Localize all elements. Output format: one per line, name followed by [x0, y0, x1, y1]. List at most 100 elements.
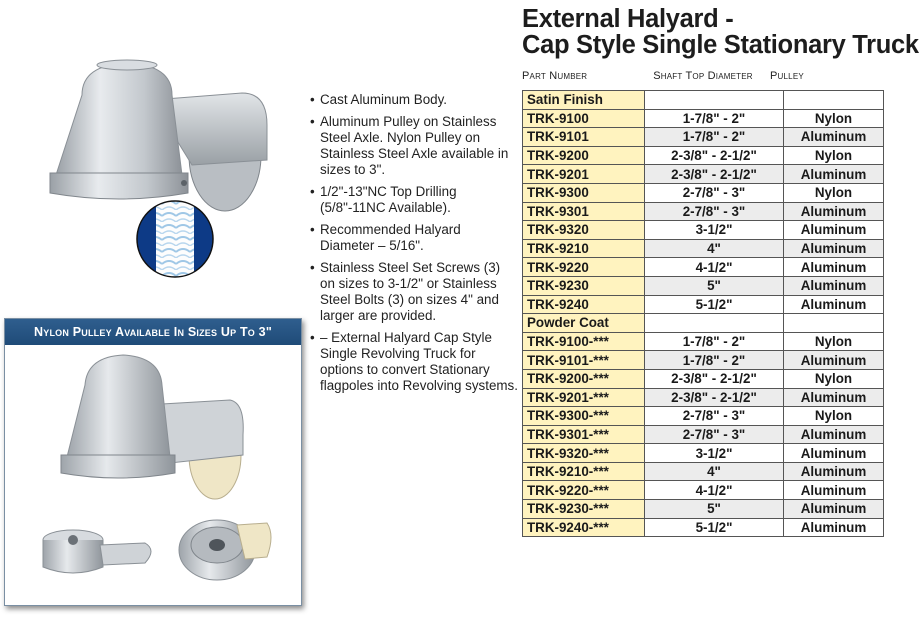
part-number-cell: TRK-9230-***	[522, 499, 645, 519]
shaft-diameter-cell: 2-3/8" - 2-1/2"	[644, 164, 784, 184]
part-number-cell: TRK-9200	[522, 145, 645, 166]
column-headers: Part Number Shaft Top Diameter Pulley	[522, 66, 884, 90]
shaft-diameter-cell: 3-1/2"	[644, 443, 784, 463]
part-number-cell: TRK-9320	[522, 220, 645, 240]
pulley-cell: Aluminum	[783, 517, 884, 538]
pulley-cell: Aluminum	[783, 443, 884, 463]
part-number-cell: TRK-9201	[522, 164, 645, 184]
table-row: TRK-9100 1-7/8" - 2" Nylon	[522, 108, 884, 129]
pulley-cell: Aluminum	[783, 461, 884, 482]
pulley-cell: Aluminum	[783, 387, 884, 408]
group-empty-cell	[644, 90, 784, 110]
pulley-cell: Nylon	[783, 145, 884, 166]
feature-item: 1/2"-13"NC Top Drilling (5/8"-11NC Avail…	[310, 184, 518, 216]
shaft-diameter-cell: 1-7/8" - 2"	[644, 127, 784, 147]
shaft-diameter-cell: 2-7/8" - 3"	[644, 424, 784, 445]
shaft-diameter-cell: 2-7/8" - 3"	[644, 182, 784, 203]
pulley-cell: Aluminum	[783, 127, 884, 147]
group-empty-cell	[783, 313, 884, 333]
column-header-part-number: Part Number	[522, 70, 588, 82]
group-name: Satin Finish	[522, 90, 645, 110]
product-title-line-2: Cap Style Single Stationary Truck	[522, 31, 919, 59]
table-row: TRK-9240 5-1/2" Aluminum	[522, 294, 884, 315]
table-row: TRK-9320 3-1/2" Aluminum	[522, 220, 884, 240]
table-row: TRK-9230 5" Aluminum	[522, 275, 884, 296]
pulley-cell: Nylon	[783, 331, 884, 352]
part-number-cell: TRK-9100	[522, 108, 645, 129]
pulley-cell: Aluminum	[783, 257, 884, 277]
table-row: TRK-9240-*** 5-1/2" Aluminum	[522, 517, 884, 538]
shaft-diameter-cell: 3-1/2"	[644, 220, 784, 240]
pulley-cell: Aluminum	[783, 238, 884, 259]
shaft-diameter-cell: 1-7/8" - 2"	[644, 350, 784, 370]
callout-title: Nylon Pulley Available In Sizes Up To 3"	[5, 319, 301, 345]
part-number-cell: TRK-9220-***	[522, 480, 645, 501]
table-row: TRK-9230-*** 5" Aluminum	[522, 499, 884, 519]
table-row: TRK-9200-*** 2-3/8" - 2-1/2" Nylon	[522, 368, 884, 389]
feature-item: Cast Aluminum Body.	[310, 92, 518, 108]
pulley-cell: Aluminum	[783, 294, 884, 315]
shaft-diameter-cell: 4-1/2"	[644, 257, 784, 277]
pulley-cell: Aluminum	[783, 499, 884, 519]
group-empty-cell	[644, 313, 784, 333]
table-row: TRK-9210-*** 4" Aluminum	[522, 461, 884, 482]
feature-item: Stainless Steel Set Screws (3) on sizes …	[310, 260, 518, 324]
group-name: Powder Coat	[522, 313, 645, 333]
part-number-cell: TRK-9210-***	[522, 461, 645, 482]
table-row: TRK-9201-*** 2-3/8" - 2-1/2" Aluminum	[522, 387, 884, 408]
part-number-cell: TRK-9230	[522, 275, 645, 296]
table-row: TRK-9320-*** 3-1/2" Aluminum	[522, 443, 884, 463]
feature-item: – External Halyard Cap Style Single Revo…	[310, 330, 518, 394]
shaft-diameter-cell: 2-7/8" - 3"	[644, 201, 784, 222]
group-row: Powder Coat	[522, 313, 884, 333]
column-header-pulley: Pulley	[770, 70, 804, 82]
table-row: TRK-9210 4" Aluminum	[522, 238, 884, 259]
pulley-cell: Aluminum	[783, 164, 884, 184]
pulley-cell: Nylon	[783, 406, 884, 426]
table-row: TRK-9301-*** 2-7/8" - 3" Aluminum	[522, 424, 884, 445]
part-number-cell: TRK-9300-***	[522, 406, 645, 426]
table-row: TRK-9100-*** 1-7/8" - 2" Nylon	[522, 331, 884, 352]
part-number-cell: TRK-9101	[522, 127, 645, 147]
shaft-diameter-cell: 2-7/8" - 3"	[644, 406, 784, 426]
table-row: TRK-9301 2-7/8" - 3" Aluminum	[522, 201, 884, 222]
table-row: TRK-9200 2-3/8" - 2-1/2" Nylon	[522, 145, 884, 166]
part-number-cell: TRK-9301-***	[522, 424, 645, 445]
shaft-diameter-cell: 5"	[644, 275, 784, 296]
spec-grid: Satin Finish TRK-9100 1-7/8" - 2" Nylon TRK-…	[522, 90, 884, 538]
part-number-cell: TRK-9300	[522, 182, 645, 203]
shaft-diameter-cell: 5"	[644, 499, 784, 519]
shaft-diameter-cell: 2-3/8" - 2-1/2"	[644, 387, 784, 408]
part-number-cell: TRK-9210	[522, 238, 645, 259]
group-row: Satin Finish	[522, 90, 884, 110]
part-number-cell: TRK-9320-***	[522, 443, 645, 463]
shaft-diameter-cell: 2-3/8" - 2-1/2"	[644, 368, 784, 389]
spec-table: Part Number Shaft Top Diameter Pulley Sa…	[522, 66, 884, 538]
pulley-cell: Aluminum	[783, 480, 884, 501]
table-row: TRK-9101-*** 1-7/8" - 2" Aluminum	[522, 350, 884, 370]
table-row: TRK-9220 4-1/2" Aluminum	[522, 257, 884, 277]
feature-item: Recommended Halyard Diameter – 5/16".	[310, 222, 518, 254]
nylon-pulley-product-images	[42, 354, 272, 581]
part-number-cell: TRK-9100-***	[522, 331, 645, 352]
shaft-diameter-cell: 2-3/8" - 2-1/2"	[644, 145, 784, 166]
table-row: TRK-9101 1-7/8" - 2" Aluminum	[522, 127, 884, 147]
shaft-diameter-cell: 5-1/2"	[644, 294, 784, 315]
nylon-pulley-callout: Nylon Pulley Available In Sizes Up To 3"	[4, 318, 302, 606]
group-empty-cell	[783, 90, 884, 110]
product-title: External Halyard - Cap Style Single Stat…	[522, 6, 919, 58]
shaft-diameter-cell: 1-7/8" - 2"	[644, 331, 784, 352]
truck-product-image	[49, 59, 268, 212]
table-row: TRK-9220-*** 4-1/2" Aluminum	[522, 480, 884, 501]
part-number-cell: TRK-9240-***	[522, 517, 645, 538]
part-number-cell: TRK-9201-***	[522, 387, 645, 408]
shaft-diameter-cell: 4"	[644, 238, 784, 259]
feature-item: Aluminum Pulley on Stainless Steel Axle.…	[310, 114, 518, 178]
pulley-cell: Aluminum	[783, 424, 884, 445]
pulley-cell: Aluminum	[783, 220, 884, 240]
shaft-diameter-cell: 1-7/8" - 2"	[644, 108, 784, 129]
table-row: TRK-9300 2-7/8" - 3" Nylon	[522, 182, 884, 203]
pulley-cell: Aluminum	[783, 201, 884, 222]
part-number-cell: TRK-9220	[522, 257, 645, 277]
pulley-cell: Nylon	[783, 368, 884, 389]
